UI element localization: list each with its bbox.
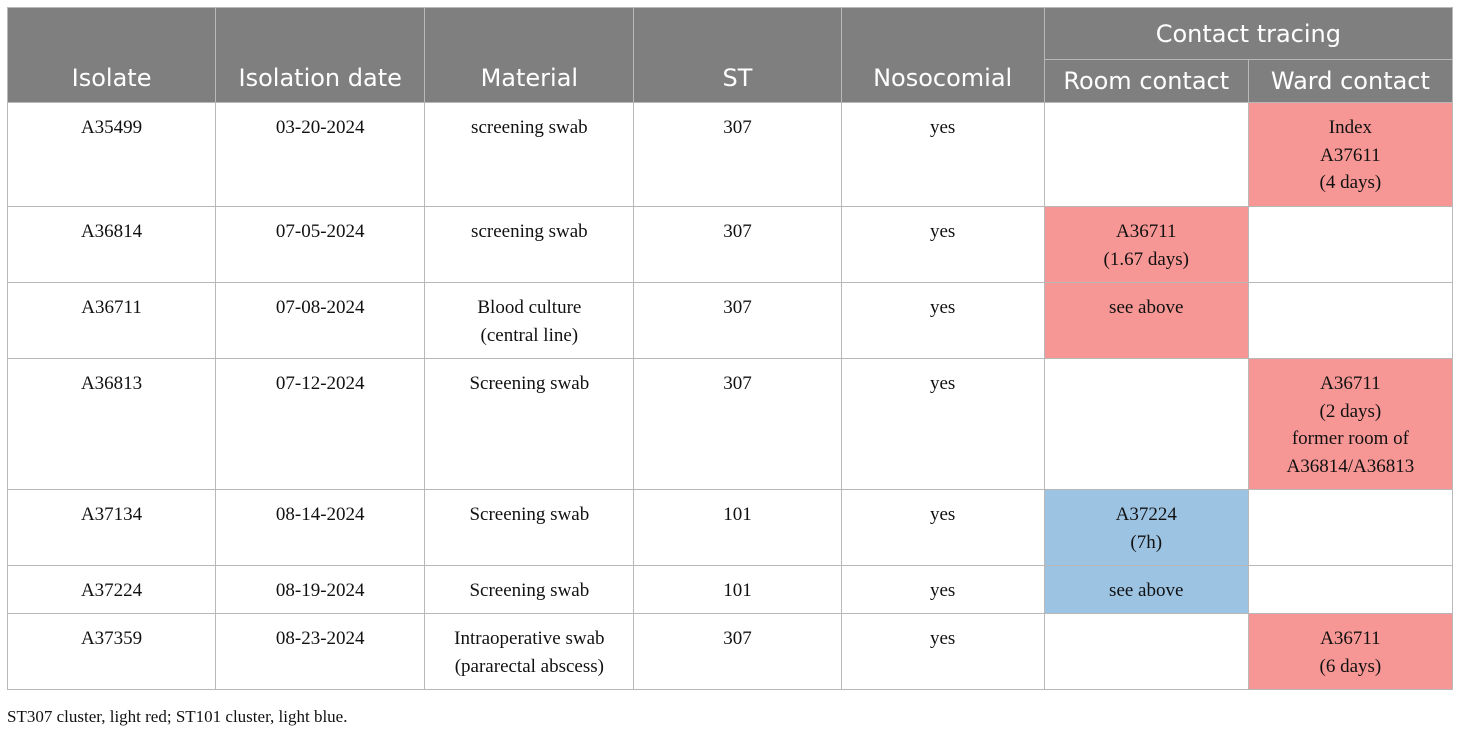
table-row: A37134 08-14-2024 Screening swab 101 yes A372… (6, 489, 1454, 566)
cell-room-contact: A37224 (7h) (1043, 489, 1249, 566)
cell-ward-contact-line: Index (1328, 117, 1373, 138)
cell-material-line: Screening swab (469, 580, 590, 601)
table-row: A36813 07-12-2024 Screening swab 307 yes A367… (6, 358, 1454, 490)
cell-ward-contact-line: A36711 (1320, 628, 1381, 649)
cell-ward-contact-line: (2 days) (1319, 400, 1382, 422)
cell-material-line: (central line) (480, 324, 579, 346)
cell-material-line: screening swab (471, 221, 588, 242)
cell-isolation-date: 08-14-2024 (215, 489, 426, 566)
table-row: A37359 08-23-2024 Intraoperative swab (para… (6, 613, 1454, 690)
cell-isolate: A37134 (6, 489, 217, 566)
table-row: A35499 03-20-2024 screening swab 307 yes Inde… (6, 102, 1454, 207)
cell-material: Screening swab (424, 565, 635, 614)
table-row: A36711 07-08-2024 Blood culture (central li… (6, 282, 1454, 359)
cell-isolate: A36814 (6, 206, 217, 283)
header-room-contact: Room contact (1043, 59, 1249, 103)
cell-room-contact (1043, 358, 1249, 490)
cell-ward-contact-line: A36711 (1320, 373, 1381, 394)
header-nosocomial: Nosocomial (840, 7, 1045, 103)
cell-room-contact-line: see above (1109, 297, 1184, 318)
cell-material: Screening swab (424, 489, 635, 566)
header-isolate: Isolate (6, 7, 217, 103)
cell-isolate: A36711 (6, 282, 217, 359)
cell-nosocomial: yes (840, 206, 1045, 283)
cell-room-contact: see above (1043, 282, 1249, 359)
cell-nosocomial: yes (840, 489, 1045, 566)
cell-isolation-date: 08-23-2024 (215, 613, 426, 690)
header-material: Material (424, 7, 635, 103)
cell-room-contact-line: A37224 (1115, 504, 1177, 525)
cell-material: Intraoperative swab (pararectal abscess) (424, 613, 635, 690)
cell-isolate: A37359 (6, 613, 217, 690)
cell-ward-contact-line: A36814/A36813 (1286, 455, 1415, 477)
cell-st: 307 (633, 613, 842, 690)
cell-ward-contact (1247, 489, 1454, 566)
table-body: A35499 03-20-2024 screening swab 307 yes Inde… (6, 102, 1454, 690)
header-contact-tracing: Contact tracing (1043, 7, 1454, 60)
cell-ward-contact: A36711 (2 days) former room of A36814/A3681… (1247, 358, 1454, 490)
table-row: A37224 08-19-2024 Screening swab 101 yes see … (6, 565, 1454, 614)
cell-material-line: (pararectal abscess) (454, 655, 604, 677)
cell-room-contact-line: see above (1109, 580, 1184, 601)
cell-isolate: A37224 (6, 565, 217, 614)
cell-material-line: Screening swab (469, 373, 590, 394)
cell-ward-contact-line: (6 days) (1319, 655, 1382, 677)
cell-isolate: A36813 (6, 358, 217, 490)
cell-ward-contact (1247, 282, 1454, 359)
cell-nosocomial: yes (840, 282, 1045, 359)
cell-isolation-date: 07-05-2024 (215, 206, 426, 283)
cell-room-contact (1043, 613, 1249, 690)
header-isolation-date: Isolation date (215, 7, 426, 103)
cell-material-line: Screening swab (469, 504, 590, 525)
cell-isolation-date: 03-20-2024 (215, 102, 426, 207)
cell-material: screening swab (424, 206, 635, 283)
cell-material: Blood culture (central line) (424, 282, 635, 359)
cell-isolation-date: 07-12-2024 (215, 358, 426, 490)
cell-st: 307 (633, 206, 842, 283)
header-st: ST (633, 7, 842, 103)
table-container: Isolate Isolation date Material ST Nosoc… (6, 7, 1454, 690)
cell-nosocomial: yes (840, 565, 1045, 614)
cell-material: screening swab (424, 102, 635, 207)
cell-isolation-date: 07-08-2024 (215, 282, 426, 359)
contact-tracing-table: Isolate Isolation date Material ST Nosoc… (6, 7, 1454, 690)
cell-st: 307 (633, 282, 842, 359)
cell-st: 101 (633, 489, 842, 566)
cell-nosocomial: yes (840, 613, 1045, 690)
cell-st: 307 (633, 358, 842, 490)
cell-material-line: Blood culture (477, 297, 582, 318)
cell-isolate: A35499 (6, 102, 217, 207)
cell-nosocomial: yes (840, 102, 1045, 207)
cell-ward-contact (1247, 206, 1454, 283)
cell-st: 101 (633, 565, 842, 614)
cell-ward-contact-line: (4 days) (1319, 172, 1382, 193)
cell-material-line: screening swab (471, 117, 588, 138)
cell-isolation-date: 08-19-2024 (215, 565, 426, 614)
cell-st: 307 (633, 102, 842, 207)
cell-material-line: Intraoperative swab (454, 628, 605, 649)
cell-room-contact: A36711 (1.67 days) (1043, 206, 1249, 283)
cell-ward-contact-line: A37611 (1320, 144, 1381, 166)
cell-room-contact (1043, 102, 1249, 207)
cell-nosocomial: yes (840, 358, 1045, 490)
cell-ward-contact: A36711 (6 days) (1247, 613, 1454, 690)
cell-ward-contact: Index A37611 (4 days) (1247, 102, 1454, 207)
cell-ward-contact (1247, 565, 1454, 614)
header-ward-contact: Ward contact (1247, 59, 1454, 103)
table-footnote: ST307 cluster, light red; ST101 cluster,… (7, 707, 348, 726)
cell-room-contact-line: (1.67 days) (1103, 248, 1189, 270)
cell-ward-contact-line: former room of (1291, 428, 1409, 449)
table-row: A36814 07-05-2024 screening swab 307 yes A367… (6, 206, 1454, 283)
cell-room-contact-line: A36711 (1115, 221, 1177, 242)
cell-material: Screening swab (424, 358, 635, 490)
cell-room-contact: see above (1043, 565, 1249, 614)
cell-room-contact-line: (7h) (1130, 531, 1163, 553)
